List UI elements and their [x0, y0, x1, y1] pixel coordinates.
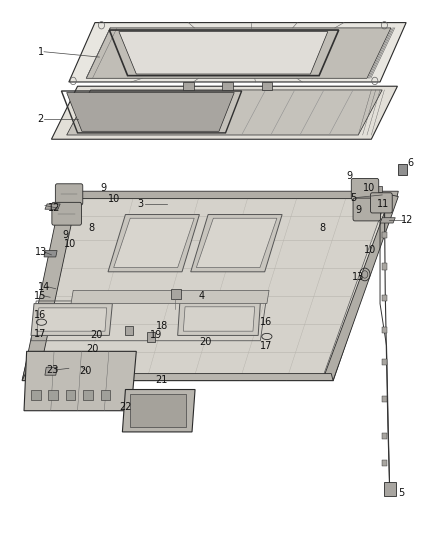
Text: 22: 22 [119, 402, 132, 412]
Bar [384, 482, 396, 496]
Polygon shape [34, 199, 387, 375]
Circle shape [362, 271, 368, 278]
Polygon shape [191, 215, 282, 272]
Polygon shape [119, 31, 328, 74]
FancyBboxPatch shape [52, 203, 81, 225]
Polygon shape [114, 218, 194, 268]
Text: 9: 9 [346, 172, 353, 181]
FancyBboxPatch shape [371, 193, 392, 213]
Polygon shape [22, 193, 396, 381]
Polygon shape [22, 374, 333, 381]
Bar [382, 327, 388, 333]
Bar [382, 295, 388, 302]
Polygon shape [178, 303, 260, 335]
Bar [382, 433, 388, 439]
FancyBboxPatch shape [353, 198, 381, 221]
Polygon shape [71, 290, 269, 304]
Text: 12: 12 [48, 203, 61, 213]
Text: 20: 20 [199, 337, 211, 347]
Bar [130, 394, 186, 426]
Bar [184, 82, 194, 91]
Polygon shape [323, 195, 398, 381]
FancyBboxPatch shape [55, 184, 83, 205]
Text: 16: 16 [35, 310, 47, 320]
Polygon shape [67, 90, 382, 135]
Text: 23: 23 [46, 365, 59, 375]
Bar [382, 396, 388, 402]
Polygon shape [44, 251, 57, 257]
Polygon shape [45, 367, 57, 375]
Polygon shape [24, 351, 136, 411]
Bar [223, 82, 233, 91]
Text: 12: 12 [401, 215, 413, 225]
Bar [382, 359, 388, 365]
Text: 10: 10 [364, 245, 377, 255]
Text: 6: 6 [407, 158, 413, 168]
Polygon shape [380, 217, 395, 223]
FancyBboxPatch shape [351, 179, 379, 200]
Text: 17: 17 [34, 329, 47, 340]
Text: 4: 4 [198, 290, 205, 301]
Bar [147, 332, 155, 342]
Text: 13: 13 [35, 247, 48, 257]
Text: 9: 9 [63, 230, 69, 240]
Bar [398, 164, 407, 175]
Polygon shape [31, 304, 113, 335]
Text: 10: 10 [109, 193, 121, 204]
Bar [374, 194, 382, 200]
Text: 19: 19 [150, 330, 162, 341]
Bar [171, 289, 181, 300]
Polygon shape [86, 28, 391, 78]
Text: 1: 1 [38, 47, 44, 56]
Bar [382, 231, 388, 238]
Text: 9: 9 [355, 205, 361, 215]
Bar [261, 82, 272, 91]
Polygon shape [122, 390, 195, 432]
Text: 5: 5 [398, 488, 404, 498]
Bar [374, 186, 382, 192]
Text: 20: 20 [87, 344, 99, 354]
Text: 11: 11 [378, 199, 390, 209]
Text: 2: 2 [37, 114, 44, 124]
Text: 17: 17 [260, 341, 272, 351]
Text: 5: 5 [350, 192, 356, 203]
Polygon shape [51, 86, 397, 139]
Text: 21: 21 [155, 375, 168, 385]
Text: 10: 10 [64, 239, 76, 249]
Text: 15: 15 [33, 290, 46, 301]
Text: 8: 8 [319, 223, 325, 233]
Polygon shape [67, 93, 234, 131]
Polygon shape [184, 307, 254, 331]
Polygon shape [108, 215, 199, 272]
Polygon shape [69, 22, 406, 82]
Polygon shape [22, 193, 78, 381]
Polygon shape [69, 191, 398, 199]
Text: 20: 20 [79, 367, 91, 376]
Polygon shape [37, 308, 107, 331]
Bar [31, 390, 41, 400]
Text: 18: 18 [156, 321, 169, 331]
Text: 9: 9 [101, 183, 107, 193]
Text: 13: 13 [352, 272, 364, 282]
Bar [83, 390, 93, 400]
Polygon shape [196, 218, 277, 268]
Text: 16: 16 [260, 317, 272, 327]
Bar [48, 390, 58, 400]
Bar [101, 390, 110, 400]
Text: 3: 3 [138, 199, 144, 209]
Bar [382, 263, 388, 270]
Bar [382, 459, 388, 466]
Polygon shape [45, 204, 60, 209]
Bar [66, 390, 75, 400]
Text: 14: 14 [38, 281, 50, 292]
Text: 8: 8 [89, 223, 95, 233]
Text: 10: 10 [363, 183, 375, 193]
Text: 20: 20 [90, 330, 102, 341]
Bar [125, 326, 133, 335]
